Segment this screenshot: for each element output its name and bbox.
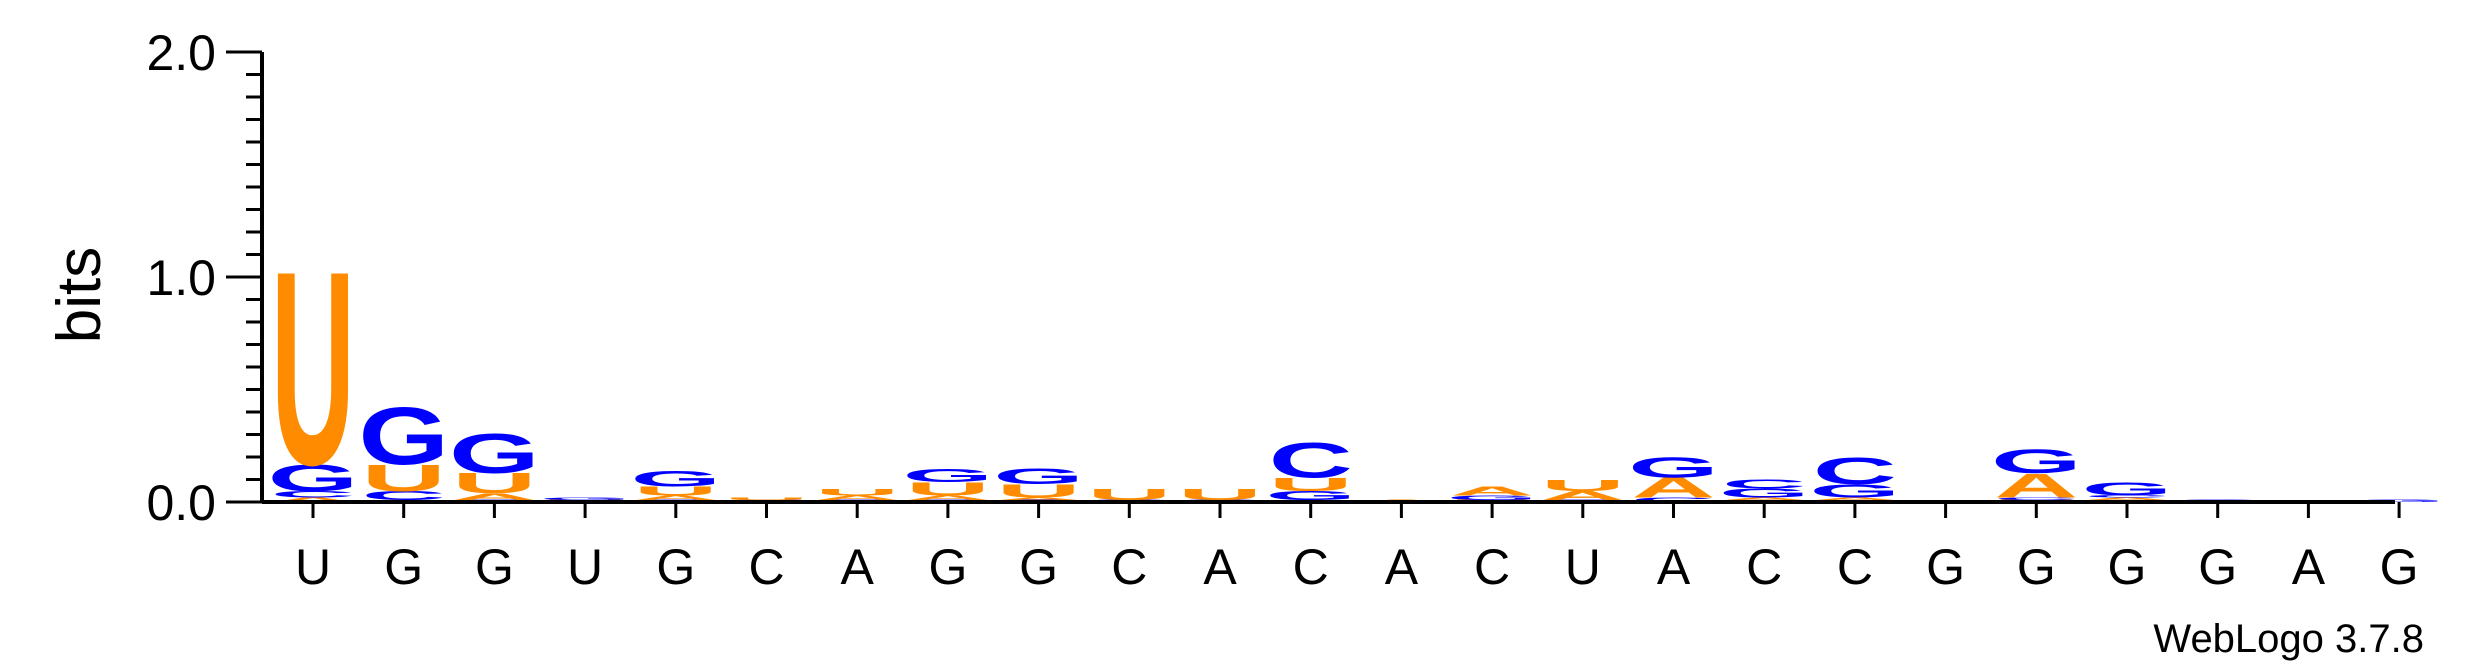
x-tick-label: A (1385, 539, 1419, 595)
logo-glyph-G: G (2354, 499, 2445, 503)
logo-glyph-U: U (996, 480, 1080, 501)
x-tick-label: C (1293, 539, 1329, 595)
logo-glyph-A: A (1722, 497, 1806, 501)
logo-glyph-U: U (1541, 477, 1625, 495)
y-tick-label: 2.0 (146, 25, 216, 81)
x-tick-label: C (748, 539, 784, 595)
logo-glyph-A: A (1994, 467, 2078, 506)
logo-glyph-G: G (1447, 494, 1538, 501)
logo-glyph-C: C (1994, 497, 2078, 501)
logo-glyph-A: A (996, 497, 1080, 501)
logo-glyph-U: U (906, 478, 990, 499)
logo-glyph-G: G (1991, 442, 2082, 481)
logo-glyph-C: C (1631, 496, 1715, 503)
logo-glyph-G: G (2082, 478, 2173, 499)
x-tick-label: G (2108, 539, 2147, 595)
logo-glyph-A: A (271, 496, 355, 503)
logo-glyph-A: A (1813, 497, 1897, 501)
logo-glyph-A: A (2085, 497, 2169, 501)
logo-glyph-A: A (634, 494, 718, 501)
logo-glyph-U: U (634, 484, 718, 498)
x-tick-label: G (656, 539, 695, 595)
logo-glyph-U: U (271, 214, 355, 523)
logo-glyph-C: C (271, 489, 355, 500)
logo-glyph-U: U (815, 487, 899, 498)
x-tick-label: A (841, 539, 875, 595)
weblogo-credit: WebLogo 3.7.8 (2153, 617, 2424, 661)
y-tick-label: 0.0 (146, 475, 216, 531)
logo-glyph-G: G (1810, 480, 1901, 501)
logo-glyph-U: U (362, 457, 446, 499)
logo-glyph-U: U (1087, 486, 1171, 504)
x-tick-label: G (1926, 539, 1965, 595)
logo-glyph-A: A (1541, 488, 1625, 502)
logo-glyph-G: G (1628, 452, 1719, 484)
x-tick-label: A (1657, 539, 1691, 595)
logo-glyph-U: U (452, 467, 536, 499)
x-tick-label: U (295, 539, 331, 595)
logo-glyph-G: G (903, 465, 994, 486)
x-tick-label: G (2198, 539, 2237, 595)
x-tick-label: G (384, 539, 423, 595)
logo-glyph-G: G (1265, 488, 1356, 502)
x-tick-label: G (1019, 539, 1058, 595)
logo-glyph-U: U (1178, 486, 1262, 504)
logo-glyph-G: G (540, 497, 631, 501)
logo-glyph-G: G (268, 457, 359, 499)
logo-glyph-G: G (1719, 486, 1810, 500)
logo-glyph-A: A (1631, 472, 1715, 504)
y-axis: 0.0 1.0 2.0 (146, 25, 264, 531)
logo-glyph-G: G (630, 466, 721, 491)
logo-glyph-stacks: ACGUACUGCAUGUGCAUGCUGAUCAUGCAUGGUGUAGUCA… (268, 214, 2445, 523)
logo-glyph-G: G (993, 464, 1084, 489)
x-tick-label: A (1203, 539, 1237, 595)
x-tick-label: C (1837, 539, 1873, 595)
logo-glyph-A: A (815, 494, 899, 501)
logo-glyph-U: U (1269, 474, 1353, 495)
x-tick-label: C (1746, 539, 1782, 595)
x-tick-label: G (2380, 539, 2419, 595)
logo-glyph-C: C (362, 488, 446, 502)
x-tick-label: G (2017, 539, 2056, 595)
x-tick-label: U (1565, 539, 1601, 595)
logo-glyph-A: A (452, 491, 536, 502)
logo-glyph-C: C (1722, 477, 1806, 491)
x-tick-label: C (1111, 539, 1147, 595)
x-tick-label: U (567, 539, 603, 595)
logo-glyph-A: A (906, 494, 990, 501)
logo-glyph-G: G (449, 422, 540, 485)
x-tick-label: G (475, 539, 514, 595)
logo-glyph-U: U (724, 497, 808, 501)
y-axis-label: bits (45, 247, 114, 343)
x-tick-label: C (1474, 539, 1510, 595)
logo-glyph-C: C (2085, 495, 2169, 499)
logo-glyph-C: C (1269, 432, 1353, 488)
logo-glyph-A: A (1450, 484, 1534, 498)
y-tick-label: 1.0 (146, 250, 216, 306)
x-tick-label: A (2292, 539, 2326, 595)
logo-glyph-G: G (358, 391, 449, 482)
x-tick-label: G (928, 539, 967, 595)
logo-glyph-C: C (1813, 451, 1897, 493)
